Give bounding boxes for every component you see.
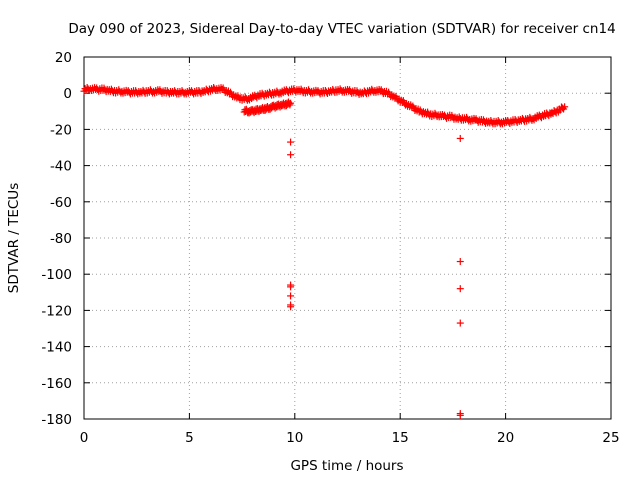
x-tick-label: 10: [286, 430, 303, 446]
data-point: [287, 138, 295, 146]
series-main-band: [80, 83, 569, 128]
x-tick-label: 15: [392, 430, 409, 446]
axis-ticks: [83, 56, 612, 420]
data-point: [456, 411, 464, 419]
grid: [84, 57, 611, 419]
x-tick-label: 25: [602, 430, 619, 446]
data-point: [456, 134, 464, 142]
y-tick-label: -160: [41, 376, 72, 392]
y-tick-label: -40: [50, 159, 72, 175]
x-tick-label: 20: [497, 430, 514, 446]
x-axis-label: GPS time / hours: [290, 458, 403, 474]
chart-title: Day 090 of 2023, Sidereal Day-to-day VTE…: [68, 21, 615, 37]
data-point: [287, 283, 295, 291]
plot-frame: [83, 56, 612, 420]
y-tick-label: -60: [50, 195, 72, 211]
data-point: [456, 285, 464, 293]
data-point: [287, 99, 295, 107]
y-tick-label: -100: [41, 267, 72, 283]
y-tick-labels: 20 0 -20 -40 -60 -80 -100 -120 -140 -160 -180: [41, 50, 72, 428]
y-tick-label: 0: [63, 86, 72, 102]
x-tick-label: 5: [185, 430, 194, 446]
data-point: [287, 292, 295, 300]
y-tick-label: -20: [50, 122, 72, 138]
series-lower-branch: [240, 98, 295, 117]
y-tick-label: -180: [41, 412, 72, 428]
data-points: [80, 83, 569, 419]
data-point: [456, 258, 464, 266]
series-outliers: [287, 134, 464, 419]
data-point: [561, 103, 569, 111]
x-tick-labels: 0 5 10 15 20 25: [80, 430, 620, 446]
y-tick-label: -120: [41, 303, 72, 319]
data-point: [456, 319, 464, 327]
y-tick-label: 20: [55, 50, 72, 66]
x-tick-label: 0: [80, 430, 89, 446]
y-tick-label: -140: [41, 340, 72, 356]
data-point: [287, 303, 295, 311]
y-tick-label: -80: [50, 231, 72, 247]
y-axis-label: SDTVAR / TECUs: [6, 183, 22, 293]
data-point: [287, 151, 295, 159]
